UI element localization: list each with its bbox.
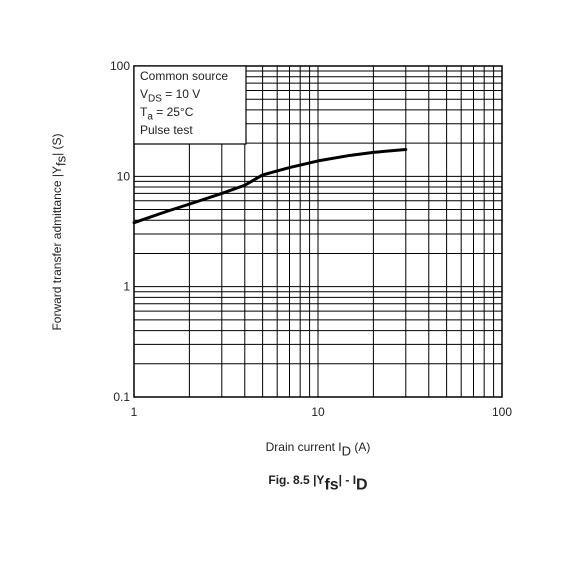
text-part: Forward transfer admittance |Y	[50, 166, 64, 331]
text-part: = 25°C	[153, 105, 194, 119]
annotation: Ta = 25°C	[140, 105, 194, 123]
y-tick-label: 1	[123, 280, 130, 294]
subscript: D	[342, 444, 351, 459]
annotation: Pulse test	[140, 123, 193, 137]
subscript: DS	[148, 94, 162, 105]
y-tick-label: 10	[117, 169, 131, 183]
text-part: Pulse test	[140, 123, 193, 137]
text-part: T	[140, 105, 148, 119]
y-tick-label: 0.1	[113, 390, 130, 404]
text-part: Fig. 8.5 |Y	[268, 473, 324, 487]
annotation: VDS = 10 V	[140, 87, 200, 105]
text-part: = 10 V	[162, 87, 200, 101]
text-part: Drain current I	[266, 440, 342, 454]
subscript: fs	[54, 155, 69, 166]
y-axis-label: Forward transfer admittance |Yfs| (S)	[50, 133, 69, 330]
annotation: Common source	[140, 69, 228, 83]
y-tick-label: 100	[110, 59, 130, 73]
text-part: | (S)	[50, 133, 64, 155]
subscript: D	[356, 477, 368, 494]
text-part: Common source	[140, 69, 228, 83]
x-axis-label: Drain current ID (A)	[266, 440, 371, 459]
plot-frame	[133, 65, 503, 398]
text-part: V	[140, 87, 148, 101]
data-line	[132, 148, 408, 225]
text-part: | - I	[339, 473, 356, 487]
text-part: (A)	[351, 440, 370, 454]
annotation-box	[133, 65, 247, 145]
subscript: a	[147, 112, 153, 123]
caption: Fig. 8.5 |Yfs| - ID	[268, 473, 367, 494]
x-tick-label: 1	[131, 405, 138, 419]
x-tick-label: 100	[492, 405, 512, 419]
x-tick-label: 10	[311, 405, 325, 419]
subscript: fs	[324, 477, 338, 494]
